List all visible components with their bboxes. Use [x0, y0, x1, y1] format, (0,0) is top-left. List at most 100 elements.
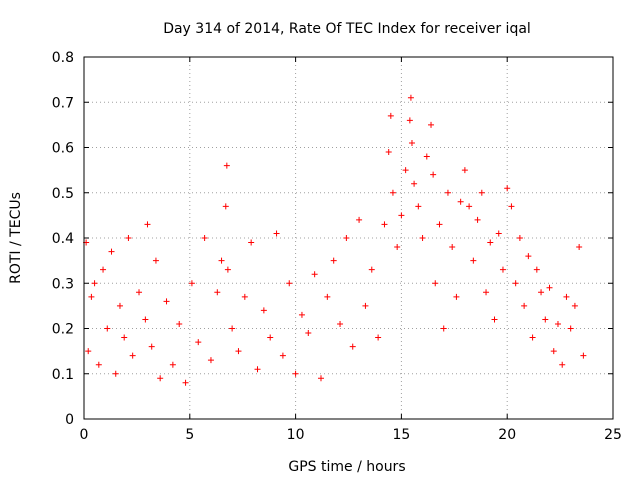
- x-axis-label: GPS time / hours: [288, 459, 405, 475]
- data-point: [169, 361, 176, 368]
- data-point: [368, 266, 375, 273]
- data-point: [195, 339, 202, 346]
- data-point: [224, 266, 231, 273]
- data-point: [432, 280, 439, 287]
- data-point: [415, 203, 422, 210]
- data-point: [411, 180, 418, 187]
- data-point: [571, 302, 578, 309]
- y-tick-label: 0.4: [52, 231, 74, 247]
- data-point: [95, 361, 102, 368]
- data-point: [188, 280, 195, 287]
- data-point: [533, 266, 540, 273]
- y-tick-label: 0.6: [52, 141, 74, 157]
- data-point: [330, 257, 337, 264]
- data-point: [550, 348, 557, 355]
- data-point: [381, 221, 388, 228]
- x-tick-label: 0: [80, 427, 89, 443]
- data-point: [311, 271, 318, 278]
- data-point: [136, 289, 143, 296]
- data-point: [317, 375, 324, 382]
- data-point: [398, 212, 405, 219]
- data-point: [121, 334, 128, 341]
- data-point: [512, 280, 519, 287]
- data-point: [100, 266, 107, 273]
- data-point: [157, 375, 164, 382]
- data-point: [152, 257, 159, 264]
- data-point: [538, 289, 545, 296]
- data-point: [428, 121, 435, 128]
- data-point: [235, 348, 242, 355]
- x-tick-label: 5: [185, 427, 194, 443]
- data-point: [504, 185, 511, 192]
- data-point: [453, 293, 460, 300]
- data-point: [142, 316, 149, 323]
- x-tick-label: 20: [498, 427, 516, 443]
- y-tick-label: 0.1: [52, 367, 74, 383]
- y-tick-label: 0.2: [52, 322, 74, 338]
- data-point: [85, 348, 92, 355]
- data-point: [491, 316, 498, 323]
- data-point: [576, 244, 583, 251]
- data-point: [375, 334, 382, 341]
- data-point: [286, 280, 293, 287]
- y-tick-label: 0: [65, 412, 74, 428]
- data-point: [349, 343, 356, 350]
- data-point: [91, 280, 98, 287]
- data-point: [559, 361, 566, 368]
- data-point: [104, 325, 111, 332]
- data-point: [499, 266, 506, 273]
- data-point: [108, 248, 115, 255]
- data-point: [248, 239, 255, 246]
- data-point: [214, 289, 221, 296]
- data-point: [88, 293, 95, 300]
- data-point: [324, 293, 331, 300]
- data-point: [444, 189, 451, 196]
- data-point: [487, 239, 494, 246]
- data-point: [457, 198, 464, 205]
- data-point: [207, 357, 214, 364]
- y-tick-label: 0.8: [52, 50, 74, 66]
- data-point: [305, 330, 312, 337]
- x-tick-label: 15: [392, 427, 410, 443]
- data-point: [567, 325, 574, 332]
- data-point: [116, 302, 123, 309]
- data-point: [385, 149, 392, 156]
- data-point: [521, 302, 528, 309]
- data-point: [478, 189, 485, 196]
- data-point: [470, 257, 477, 264]
- data-point: [254, 366, 261, 373]
- data-point: [298, 311, 305, 318]
- data-point: [129, 352, 136, 359]
- data-point: [436, 221, 443, 228]
- data-point: [241, 293, 248, 300]
- data-point: [229, 325, 236, 332]
- data-point: [223, 162, 230, 169]
- data-point: [440, 325, 447, 332]
- x-tick-label: 10: [287, 427, 305, 443]
- data-point: [222, 203, 229, 210]
- data-point: [163, 298, 170, 305]
- data-point: [201, 235, 208, 241]
- data-point: [449, 244, 456, 251]
- x-tick-label: 25: [604, 427, 622, 443]
- data-point: [529, 334, 536, 341]
- data-point: [356, 216, 363, 223]
- data-point: [279, 352, 286, 359]
- y-tick-label: 0.7: [52, 95, 74, 111]
- data-point: [218, 257, 225, 264]
- data-point: [474, 216, 481, 223]
- data-point: [267, 334, 274, 341]
- data-point: [508, 203, 515, 210]
- data-point: [495, 230, 502, 237]
- data-point: [466, 203, 473, 210]
- data-point: [182, 379, 189, 386]
- data-point: [430, 171, 437, 178]
- y-axis-ticks: 0 0.1 0.2 0.3 0.4 0.5 0.6 0.7 0.8: [52, 50, 613, 428]
- y-tick-label: 0.5: [52, 186, 74, 202]
- data-point: [144, 221, 151, 228]
- data-point: [419, 235, 426, 241]
- data-point: [554, 320, 561, 327]
- data-point: [563, 293, 570, 300]
- data-point: [112, 370, 119, 377]
- data-point: [407, 94, 414, 101]
